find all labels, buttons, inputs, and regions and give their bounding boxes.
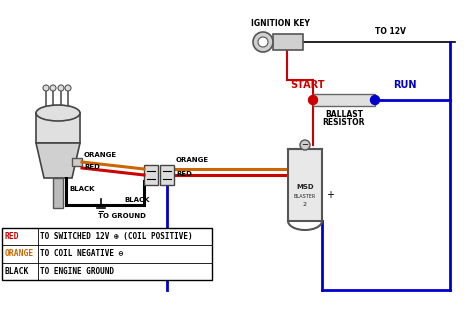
Circle shape [43, 85, 49, 91]
Text: RUN: RUN [393, 80, 417, 90]
Text: MSD: MSD [296, 184, 314, 190]
Text: −: − [301, 140, 309, 149]
Bar [2, 228, 212, 280]
Bar [313, 94, 375, 106]
Circle shape [58, 85, 64, 91]
Circle shape [371, 95, 380, 105]
Bar [288, 149, 322, 221]
Text: TO 12V: TO 12V [375, 27, 406, 36]
Circle shape [253, 32, 273, 52]
Bar [72, 158, 82, 166]
Text: ORANGE: ORANGE [176, 157, 209, 163]
Text: +: + [326, 190, 334, 200]
Text: BALLAST: BALLAST [325, 110, 363, 119]
Text: 2: 2 [303, 203, 307, 208]
Text: BLACK: BLACK [5, 267, 29, 276]
Text: TO ENGINE GROUND: TO ENGINE GROUND [40, 267, 114, 276]
Text: ORANGE: ORANGE [5, 250, 34, 258]
Text: TO GROUND: TO GROUND [98, 213, 146, 219]
Bar [144, 165, 158, 185]
Circle shape [65, 85, 71, 91]
Text: BLACK: BLACK [124, 197, 150, 203]
Circle shape [50, 85, 56, 91]
Bar [36, 113, 80, 143]
Text: RED: RED [84, 164, 100, 170]
Bar [160, 165, 174, 185]
Circle shape [300, 140, 310, 150]
Circle shape [258, 37, 268, 47]
Text: RED: RED [5, 232, 19, 241]
Bar [273, 34, 303, 50]
Text: TO SWITCHED 12V ⊕ (COIL POSITIVE): TO SWITCHED 12V ⊕ (COIL POSITIVE) [40, 232, 192, 241]
Text: BLACK: BLACK [69, 186, 94, 192]
Text: BLASTER: BLASTER [294, 194, 316, 199]
Ellipse shape [36, 105, 80, 121]
Text: TO COIL NEGATIVE ⊖: TO COIL NEGATIVE ⊖ [40, 250, 123, 258]
Text: RESISTOR: RESISTOR [323, 118, 365, 127]
Text: START: START [291, 80, 325, 90]
Bar [53, 178, 63, 208]
Text: IGNITION KEY: IGNITION KEY [251, 19, 310, 28]
Text: ORANGE: ORANGE [84, 152, 117, 158]
Text: RED: RED [176, 171, 192, 177]
Circle shape [309, 95, 318, 105]
Polygon shape [36, 143, 80, 178]
